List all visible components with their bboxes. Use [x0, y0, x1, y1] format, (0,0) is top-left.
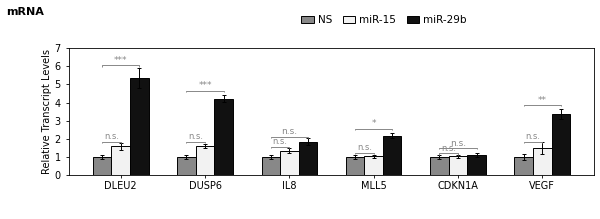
Bar: [383, 136, 401, 175]
Bar: [514, 157, 533, 175]
Text: **: **: [538, 96, 547, 105]
Bar: [364, 156, 383, 175]
Bar: [280, 151, 299, 175]
Bar: [196, 146, 214, 175]
Bar: [130, 78, 149, 175]
Y-axis label: Relative Transcript Levels: Relative Transcript Levels: [41, 49, 52, 174]
Bar: [430, 157, 449, 175]
Text: n.s.: n.s.: [441, 144, 456, 153]
Bar: [262, 157, 280, 175]
Bar: [93, 157, 112, 175]
Bar: [346, 157, 364, 175]
Text: *: *: [371, 119, 376, 128]
Bar: [112, 146, 130, 175]
Bar: [177, 157, 196, 175]
Bar: [533, 148, 551, 175]
Bar: [449, 156, 467, 175]
Text: ***: ***: [198, 81, 212, 90]
Text: n.s.: n.s.: [188, 132, 203, 141]
Text: n.s.: n.s.: [272, 137, 287, 146]
Bar: [551, 114, 570, 175]
Text: n.s.: n.s.: [281, 127, 298, 136]
Legend: NS, miR-15, miR-29b: NS, miR-15, miR-29b: [301, 15, 467, 25]
Text: n.s.: n.s.: [526, 132, 541, 141]
Text: mRNA: mRNA: [6, 7, 44, 17]
Text: n.s.: n.s.: [450, 139, 466, 148]
Text: n.s.: n.s.: [357, 143, 372, 152]
Text: n.s.: n.s.: [104, 132, 119, 141]
Bar: [467, 155, 486, 175]
Text: ***: ***: [114, 56, 127, 65]
Bar: [214, 99, 233, 175]
Bar: [299, 142, 317, 175]
